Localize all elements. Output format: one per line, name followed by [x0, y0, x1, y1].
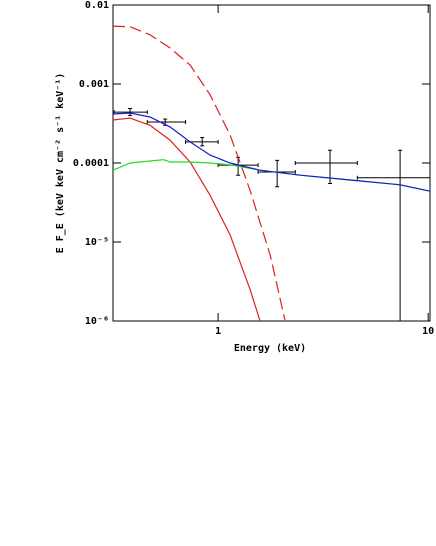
- x-tick-label: 1: [215, 326, 221, 337]
- model-curve: [113, 112, 430, 192]
- y-tick-label: 0.0001: [73, 158, 109, 169]
- x-tick-label: 10: [422, 326, 434, 337]
- y-tick-label: 10⁻⁵: [85, 237, 109, 248]
- plot-frame: [112, 4, 431, 322]
- model-curve: [113, 159, 430, 192]
- model-curve: [113, 25, 286, 321]
- y-tick-label: 0.01: [85, 0, 109, 11]
- y-tick-label: 0.001: [79, 79, 109, 90]
- model-curve: [113, 117, 261, 321]
- y-axis-label: E F_E (keV keV cm⁻² s⁻¹ keV⁻¹): [55, 73, 66, 254]
- y-tick-label: 10⁻⁶: [85, 316, 109, 327]
- x-axis-label: Energy (keV): [234, 343, 306, 354]
